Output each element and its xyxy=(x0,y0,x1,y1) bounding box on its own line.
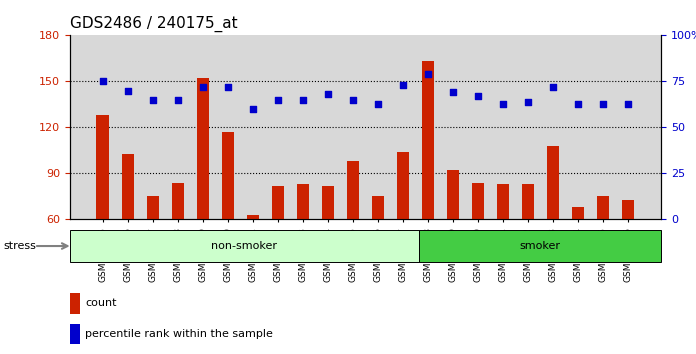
Text: GDS2486 / 240175_at: GDS2486 / 240175_at xyxy=(70,16,237,32)
Point xyxy=(548,84,559,90)
Bar xyxy=(572,207,584,312)
Bar xyxy=(522,184,535,312)
Point xyxy=(397,82,409,88)
Point xyxy=(523,99,534,104)
Bar xyxy=(70,230,419,262)
Point xyxy=(572,101,583,106)
Text: smoker: smoker xyxy=(520,241,561,251)
Bar xyxy=(622,200,634,312)
Bar xyxy=(122,154,134,312)
Point xyxy=(148,97,159,103)
Point xyxy=(197,84,208,90)
Point xyxy=(222,84,233,90)
Bar xyxy=(196,78,209,312)
Point xyxy=(322,91,333,97)
Bar xyxy=(447,170,459,312)
Bar xyxy=(422,62,434,312)
Bar xyxy=(147,196,159,312)
Bar xyxy=(397,152,409,312)
Bar xyxy=(472,183,484,312)
Bar xyxy=(372,196,384,312)
Bar xyxy=(419,230,661,262)
Bar xyxy=(97,115,109,312)
Bar xyxy=(347,161,359,312)
Bar xyxy=(171,183,184,312)
Bar xyxy=(271,186,284,312)
Point xyxy=(422,71,434,77)
Point xyxy=(622,101,633,106)
Point xyxy=(97,79,109,84)
Bar xyxy=(70,324,80,344)
Point xyxy=(347,97,358,103)
Bar xyxy=(497,184,509,312)
Bar xyxy=(322,186,334,312)
Bar xyxy=(246,215,259,312)
Point xyxy=(473,93,484,99)
Point xyxy=(372,101,383,106)
Point xyxy=(448,90,459,95)
Text: stress: stress xyxy=(3,241,36,251)
Bar xyxy=(221,132,234,312)
Point xyxy=(498,101,509,106)
Point xyxy=(247,106,258,112)
Bar xyxy=(70,293,80,314)
Point xyxy=(597,101,608,106)
Point xyxy=(272,97,283,103)
Point xyxy=(172,97,183,103)
Text: count: count xyxy=(85,298,116,308)
Point xyxy=(297,97,308,103)
Text: non-smoker: non-smoker xyxy=(212,241,278,251)
Text: percentile rank within the sample: percentile rank within the sample xyxy=(85,329,273,339)
Bar xyxy=(296,184,309,312)
Bar xyxy=(547,146,560,312)
Bar xyxy=(596,196,609,312)
Point xyxy=(122,88,134,93)
